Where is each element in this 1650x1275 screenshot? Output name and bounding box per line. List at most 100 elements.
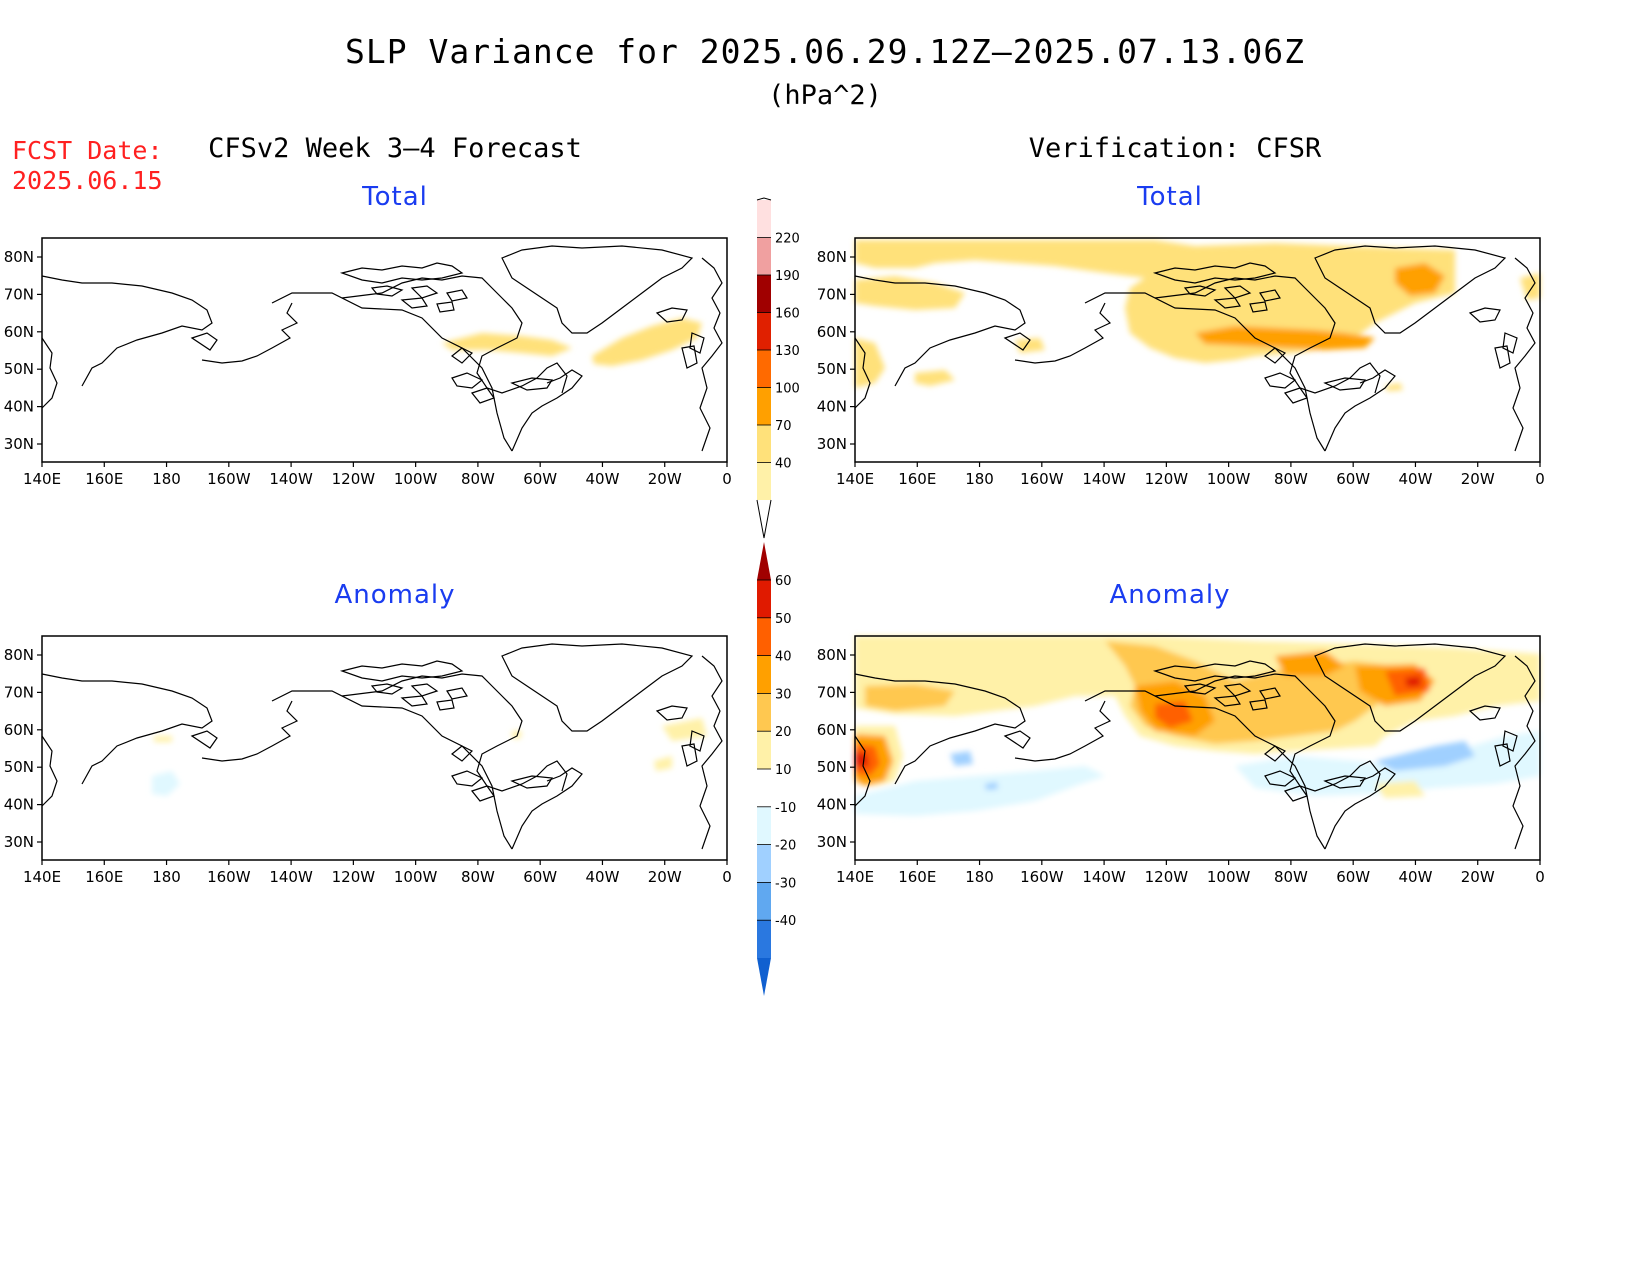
lat-label: 60N <box>817 323 847 341</box>
colorbar-anomaly-bin <box>757 580 771 618</box>
colorbar-anomaly-bottom-arrow <box>757 958 771 996</box>
lat-label: 70N <box>4 285 34 303</box>
lat-label: 50N <box>817 758 847 776</box>
lon-label: 20W <box>1461 868 1495 886</box>
lat-label: 40N <box>817 796 847 814</box>
lat-label: 40N <box>4 796 34 814</box>
lon-label: 160W <box>207 868 251 886</box>
panel-forecast-anomaly <box>41 635 728 861</box>
colorbar-total-label: 100 <box>775 382 800 397</box>
colorbar-total-outline <box>756 197 772 539</box>
lon-label: 0 <box>722 470 732 488</box>
lon-label: 100W <box>394 470 438 488</box>
lon-label: 120W <box>1145 470 1189 488</box>
colorbar-anomaly-label: -30 <box>775 876 796 891</box>
colorbar-anomaly-label: 50 <box>775 612 792 627</box>
lon-label: 180 <box>152 470 181 488</box>
lon-label: 80W <box>461 470 495 488</box>
lon-label: 80W <box>1274 470 1308 488</box>
colorbar-anomaly-bin <box>757 655 771 694</box>
colorbar-total-label: 130 <box>775 344 800 359</box>
map-axes: 80N 70N 60N 50N 40N 30N 140E 160E 180 160W 140W 120… <box>4 248 1545 886</box>
lon-label: 180 <box>965 470 994 488</box>
lon-label: 120W <box>332 868 376 886</box>
colorbar-anomaly-top-arrow <box>757 542 771 580</box>
lat-label: 30N <box>817 435 847 453</box>
lat-label: 60N <box>4 721 34 739</box>
forecast-date-label: FCST Date: <box>12 136 163 165</box>
colorbar-total-bin <box>757 462 771 500</box>
lat-label: 40N <box>4 398 34 416</box>
colorbar-anomaly-label: -40 <box>775 914 796 929</box>
colorbar-anomaly-bin <box>757 920 771 958</box>
colorbar-anomaly-label: 10 <box>775 763 792 778</box>
panel-title-verification-total: Total <box>1137 182 1203 212</box>
lon-label: 180 <box>152 868 181 886</box>
lon-label: 20W <box>648 868 682 886</box>
lon-label: 180 <box>965 868 994 886</box>
lon-label: 160E <box>85 868 123 886</box>
lon-label: 140W <box>269 868 313 886</box>
colorbar-anomaly-label: -20 <box>775 839 796 854</box>
panel-verification-anomaly <box>854 635 1541 861</box>
colorbar-total-bin <box>757 312 771 350</box>
figure-title: SLP Variance for 2025.06.29.12Z—2025.07.… <box>345 32 1305 71</box>
colorbar-anomaly: 60 50 40 30 20 10 -10 -20 -30 -40 <box>757 542 796 996</box>
panel-title-verification-anomaly: Anomaly <box>1109 580 1231 610</box>
lat-label: 70N <box>4 683 34 701</box>
lat-label: 80N <box>817 248 847 266</box>
lon-label: 0 <box>1535 470 1545 488</box>
colorbar-total-bin <box>757 200 771 238</box>
lon-label: 140W <box>1082 470 1126 488</box>
lat-label: 70N <box>817 683 847 701</box>
lon-label: 100W <box>394 868 438 886</box>
lon-label: 60W <box>523 470 557 488</box>
colorbar-anomaly-bin <box>757 693 771 732</box>
lat-label: 70N <box>817 285 847 303</box>
lon-label: 100W <box>1207 868 1251 886</box>
lon-label: 40W <box>1398 868 1432 886</box>
colorbar-anomaly-label: 60 <box>775 574 792 589</box>
colorbar-total-bin <box>757 387 771 425</box>
lon-label: 40W <box>1398 470 1432 488</box>
colorbar-total-label: 70 <box>775 419 792 434</box>
colorbar-anomaly-label: 20 <box>775 725 792 740</box>
shading-forecast-total <box>442 318 702 366</box>
lon-label: 160E <box>898 470 936 488</box>
lat-label: 60N <box>817 721 847 739</box>
panel-verification-total <box>854 237 1541 463</box>
lat-label: 80N <box>4 646 34 664</box>
lon-label: 140E <box>23 868 61 886</box>
colorbar-anomaly-bin <box>757 844 771 883</box>
lon-label: 60W <box>1336 868 1370 886</box>
colorbar-total-label: 40 <box>775 457 792 472</box>
lon-label: 160W <box>1020 868 1064 886</box>
lon-label: 120W <box>1145 868 1189 886</box>
forecast-date-block: FCST Date: 2025.06.15 <box>12 136 163 196</box>
colorbar-anomaly-label: 30 <box>775 687 792 702</box>
lat-label: 50N <box>4 360 34 378</box>
lat-label: 80N <box>4 248 34 266</box>
lat-label: 30N <box>817 833 847 851</box>
colorbar-anomaly-label: 40 <box>775 650 792 665</box>
colorbar-total-bin <box>757 350 771 388</box>
colorbar-total-bin <box>757 425 771 463</box>
lat-label: 30N <box>4 435 34 453</box>
lon-label: 100W <box>1207 470 1251 488</box>
lon-label: 40W <box>585 470 619 488</box>
lon-label: 40W <box>585 868 619 886</box>
figure-units: (hPa^2) <box>768 80 882 111</box>
shading-verification-total <box>855 240 1540 391</box>
colorbar-total-bin <box>757 237 771 275</box>
colorbar-total-label: 190 <box>775 269 800 284</box>
colorbar-total-bin <box>757 275 771 313</box>
colorbar-total-label: 220 <box>775 232 800 247</box>
lon-label: 140W <box>269 470 313 488</box>
colorbar-anomaly-bin <box>757 882 771 921</box>
lon-label: 20W <box>648 470 682 488</box>
lon-label: 20W <box>1461 470 1495 488</box>
right-column-heading: Verification: CFSR <box>1028 133 1322 164</box>
lon-label: 160W <box>1020 470 1064 488</box>
lon-label: 120W <box>332 470 376 488</box>
colorbar-anomaly-bin <box>757 769 771 807</box>
